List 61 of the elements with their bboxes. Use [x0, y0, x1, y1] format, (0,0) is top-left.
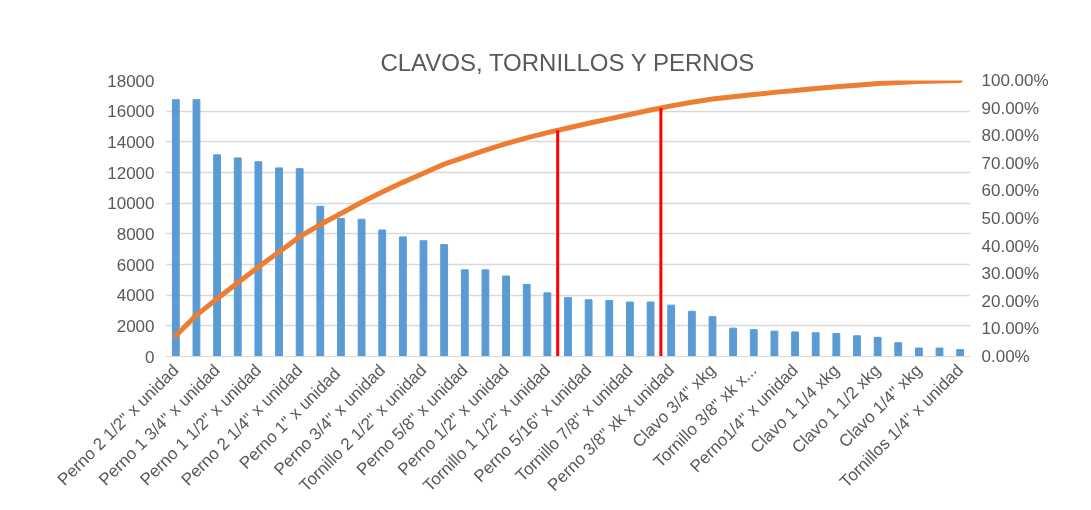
y-tick-label: 8000 — [116, 224, 155, 244]
bar — [729, 327, 738, 357]
bar — [605, 300, 614, 357]
bar — [564, 296, 572, 357]
bar — [667, 304, 676, 357]
bar — [522, 283, 531, 357]
y2-tick-label: 100.00% — [981, 71, 1049, 90]
bar — [213, 154, 222, 357]
y-tick-label: 18000 — [107, 71, 155, 91]
bar — [853, 335, 861, 357]
bar — [894, 342, 903, 357]
y2-tick-label: 80.00% — [981, 126, 1040, 146]
bar — [171, 99, 180, 357]
bar — [419, 240, 428, 357]
bar — [584, 299, 593, 357]
y2-tick-label: 0.00% — [981, 347, 1030, 366]
chart-title: CLAVOS, TORNILLOS Y PERNOS — [380, 48, 755, 76]
y-tick-label: 10000 — [107, 194, 155, 214]
bar — [398, 236, 407, 357]
bar — [460, 269, 469, 357]
bar — [337, 218, 345, 357]
y2-tick-label: 10.00% — [981, 319, 1040, 339]
bar — [192, 99, 201, 357]
bar — [275, 167, 283, 357]
bar — [295, 168, 304, 357]
y2-tick-label: 20.00% — [981, 291, 1040, 311]
bar — [811, 332, 820, 357]
y2-tick-label: 70.00% — [981, 153, 1040, 173]
bar — [543, 292, 552, 357]
bar — [626, 301, 634, 357]
y2-tick-label: 30.00% — [981, 264, 1040, 284]
bar — [873, 336, 882, 357]
bar — [708, 316, 717, 357]
y-tick-label: 14000 — [107, 132, 155, 152]
bar — [935, 347, 944, 357]
y-tick-label: 6000 — [116, 255, 155, 275]
y2-tick-label: 60.00% — [981, 181, 1040, 201]
bar — [254, 161, 263, 357]
y-tick-label: 12000 — [107, 163, 155, 183]
bar — [481, 269, 490, 357]
bar — [357, 218, 366, 357]
bar — [914, 347, 923, 357]
bar — [770, 330, 779, 357]
bar — [502, 275, 510, 357]
bar — [646, 301, 655, 357]
y-tick-label: 2000 — [116, 316, 155, 336]
bar — [316, 205, 325, 357]
bar — [378, 229, 387, 357]
y-tick-label: 0 — [145, 347, 155, 367]
y2-tick-label: 90.00% — [981, 98, 1040, 118]
y-tick-label: 16000 — [107, 102, 155, 122]
bar — [440, 244, 449, 357]
bar — [687, 310, 696, 357]
bar — [832, 333, 841, 357]
bar — [233, 157, 242, 357]
bar — [956, 349, 965, 357]
y2-tick-label: 40.00% — [981, 236, 1040, 256]
y-tick-label: 4000 — [116, 286, 155, 306]
bar — [749, 329, 758, 357]
bar — [791, 331, 799, 357]
y2-tick-label: 50.00% — [981, 209, 1040, 228]
